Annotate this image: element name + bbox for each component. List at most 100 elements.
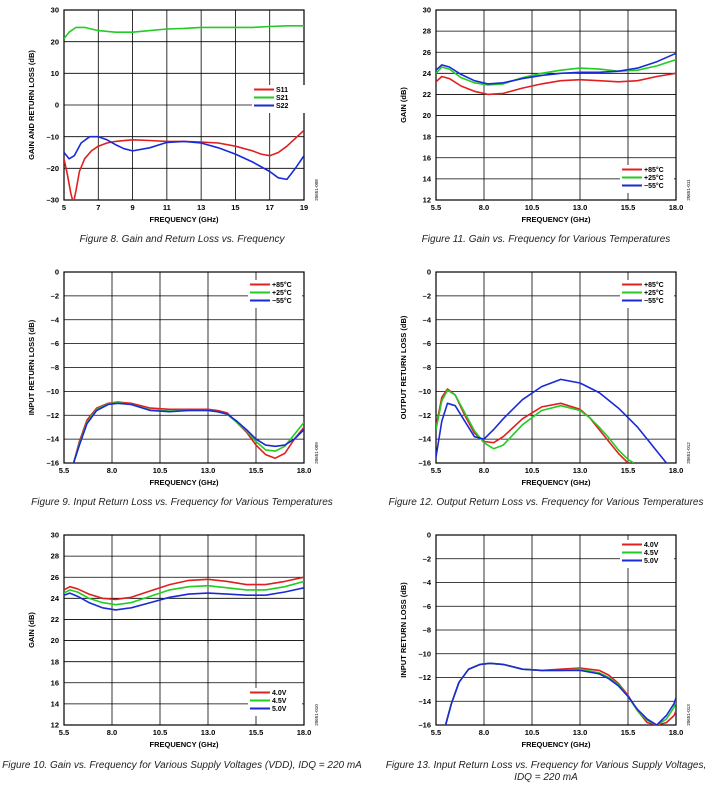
y-tick-label: –2	[423, 554, 431, 563]
x-tick-label: 18.0	[669, 728, 684, 737]
series-line-green	[64, 24, 304, 40]
y-tick-label: 20	[51, 37, 59, 46]
x-tick-label: 15	[231, 203, 239, 212]
x-tick-label: 15.5	[249, 466, 264, 475]
x-tick-label: 5.5	[59, 728, 69, 737]
caption-fig13-main: Figure 13. Input Return Loss vs. Frequen…	[385, 760, 707, 771]
x-axis-label: FREQUENCY (GHz)	[521, 478, 591, 487]
plot-frame	[435, 9, 677, 201]
x-tick-label: 8.0	[107, 728, 117, 737]
y-tick-label: –6	[423, 339, 431, 348]
y-tick-label: 16	[423, 153, 431, 162]
y-tick-label: –14	[418, 435, 431, 444]
x-tick-label: 10.5	[525, 466, 540, 475]
y-tick-label: 22	[51, 615, 59, 624]
x-axis-label: FREQUENCY (GHz)	[521, 740, 591, 749]
x-tick-label: 5.5	[59, 466, 69, 475]
y-tick-label: 30	[423, 6, 431, 15]
legend-label: S11	[276, 87, 288, 94]
series-line-green	[436, 389, 635, 463]
legend-label: S22	[276, 103, 289, 110]
x-axis-label: FREQUENCY (GHz)	[149, 478, 219, 487]
series-line-blue	[436, 52, 676, 85]
x-tick-label: 15.5	[621, 466, 636, 475]
caption-fig12: Figure 12. Output Return Loss vs. Freque…	[388, 497, 704, 508]
caption-fig10-sub: DD), IDQ = 220 mA	[274, 760, 362, 771]
y-tick-label: 24	[423, 69, 432, 78]
x-tick-label: 13.0	[201, 466, 216, 475]
y-axis-label: INPUT RETURN LOSS (dB)	[27, 319, 36, 415]
legend-label: +25°C	[644, 174, 664, 182]
legend: 4.0V4.5V5.0V	[248, 688, 302, 716]
x-tick-label: 8.0	[479, 466, 489, 475]
y-tick-label: –16	[418, 459, 431, 468]
y-tick-label: –2	[51, 291, 59, 300]
x-tick-label: 8.0	[107, 466, 117, 475]
y-tick-label: –16	[418, 721, 431, 730]
legend: 4.0V4.5V5.0V	[620, 540, 674, 568]
y-tick-label: –6	[423, 602, 431, 611]
y-tick-label: –10	[418, 649, 431, 658]
x-tick-label: 13.0	[201, 728, 216, 737]
y-tick-label: 30	[51, 531, 59, 540]
caption-fig13: Figure 13. Input Return Loss vs. Frequen…	[364, 760, 728, 784]
chart-fig11: 5.5 8.0 10.5 13.0 15.5 18.0 12 14 16 18 20 22 24 26 28…	[399, 6, 691, 224]
y-tick-label: –12	[418, 411, 431, 420]
y-tick-label: 26	[51, 573, 59, 582]
x-tick-label: 9	[130, 203, 134, 212]
x-tick-label: 5.5	[431, 466, 441, 475]
x-tick-label: 10.5	[153, 728, 168, 737]
legend-label: +25°C	[272, 289, 292, 297]
series-line-blue	[72, 402, 304, 463]
figure-code: 20651-012	[686, 442, 691, 464]
caption-fig10-main: Figure 10. Gain vs. Frequency for Variou…	[2, 760, 275, 771]
x-tick-label: 5	[62, 203, 66, 212]
x-axis-label: FREQUENCY (GHz)	[149, 215, 219, 224]
y-tick-label: 0	[427, 531, 431, 540]
y-tick-label: –16	[46, 459, 59, 468]
legend: +85°C+25°C−55°C	[620, 165, 674, 193]
plot-frame	[63, 271, 305, 464]
chart-fig8: 5 7 9 11 13 15 17 19 –30 –20 –10 0 10 20 30 FREQUENCY (…	[27, 6, 319, 224]
x-tick-label: 19	[300, 203, 308, 212]
figure-code: 20651-011	[686, 179, 691, 201]
x-tick-label: 15.5	[249, 728, 264, 737]
series-line-blue	[436, 378, 668, 463]
y-axis-label: GAIN (dB)	[399, 87, 408, 123]
y-tick-label: –4	[423, 315, 432, 324]
y-tick-label: –12	[418, 673, 431, 682]
legend-label: +85°C	[272, 281, 292, 289]
y-tick-label: 0	[427, 268, 431, 277]
y-tick-label: 0	[55, 268, 59, 277]
legend-label: −55°C	[644, 182, 664, 190]
x-tick-label: 5.5	[431, 728, 441, 737]
y-tick-label: 18	[51, 657, 59, 666]
x-tick-label: 18.0	[297, 728, 312, 737]
series-line-red	[64, 129, 304, 200]
series-line-green	[64, 580, 304, 606]
series-line-blue	[64, 587, 304, 611]
legend-label: 4.5V	[644, 550, 659, 557]
plot-frame	[435, 534, 677, 726]
x-tick-label: 13	[197, 203, 205, 212]
series-line-blue	[444, 662, 676, 725]
y-tick-label: 10	[51, 69, 59, 78]
y-tick-label: –10	[418, 387, 431, 396]
series-line-red	[72, 401, 304, 463]
caption-fig8: Figure 8. Gain and Return Loss vs. Frequ…	[79, 234, 285, 245]
x-tick-label: 18.0	[297, 466, 312, 475]
y-tick-label: –4	[423, 578, 432, 587]
y-tick-label: 20	[423, 111, 431, 120]
x-tick-label: 18.0	[669, 466, 684, 475]
y-tick-label: 28	[51, 552, 59, 561]
legend-label: 4.0V	[644, 542, 659, 549]
x-tick-label: 11	[163, 203, 171, 212]
legend-label: −55°C	[272, 297, 292, 305]
caption-fig11: Figure 11. Gain vs. Frequency for Variou…	[421, 234, 671, 245]
series-line-blue	[64, 135, 304, 181]
y-tick-label: 12	[423, 196, 431, 205]
x-tick-label: 8.0	[479, 203, 489, 212]
caption-fig9: Figure 9. Input Return Loss vs. Frequenc…	[31, 497, 333, 508]
legend-label: 5.0V	[644, 558, 659, 565]
figure-code: 20651-010	[314, 704, 319, 726]
